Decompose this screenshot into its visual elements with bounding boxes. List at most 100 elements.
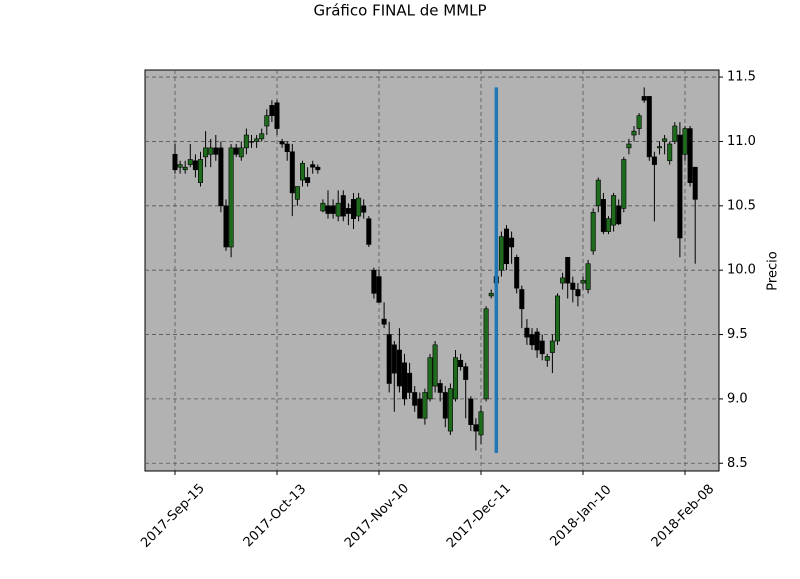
candle-body (350, 199, 356, 219)
candle-body (315, 166, 321, 171)
candle-body (488, 293, 494, 297)
candle-body (509, 237, 515, 248)
candle-body (310, 164, 316, 168)
candle-body (320, 202, 326, 212)
candle-body (458, 359, 464, 368)
candle-body (279, 141, 285, 145)
y-tick-label: 11.0 (727, 134, 756, 149)
candle-body (529, 334, 535, 346)
candle-body (544, 356, 550, 361)
y-axis-label: Precio (766, 251, 781, 290)
candle-body (325, 205, 331, 214)
candle-body (473, 424, 479, 432)
candle-body (427, 357, 433, 400)
candle-body (514, 257, 520, 289)
candle-body (585, 263, 591, 290)
candle-body (595, 179, 601, 207)
x-tick-label: 2017-Sep-15 (138, 481, 208, 551)
y-tick-label: 9.0 (727, 391, 748, 406)
candle-body (483, 308, 489, 400)
candle-body (330, 205, 336, 214)
candle-body (682, 128, 688, 155)
candle-body (386, 334, 392, 384)
candle-body (223, 205, 229, 248)
chart-title: Gráfico FINAL de MMLP (313, 2, 486, 20)
candle-body (284, 143, 290, 153)
candle-body (391, 344, 397, 374)
candle-body (600, 199, 606, 232)
candle-body (361, 205, 367, 213)
candle-body (672, 125, 678, 142)
candle-body (498, 236, 504, 271)
candle-body (249, 141, 255, 143)
y-tick-label: 11.5 (727, 70, 756, 85)
candle-body (264, 115, 270, 127)
candle-body (218, 147, 224, 207)
candle-body (203, 147, 209, 158)
candle-body (692, 166, 698, 200)
candle-body (651, 156, 657, 165)
candle-body (565, 257, 571, 284)
candle-body (656, 146, 662, 149)
candle-body (274, 102, 280, 129)
candle-body (575, 289, 581, 297)
candle-body (442, 392, 448, 419)
candle-body (468, 398, 474, 425)
candle-body (519, 289, 525, 310)
candle-body (503, 228, 509, 265)
candle-body (463, 366, 469, 380)
candle-body (641, 96, 647, 101)
candle-body (590, 211, 596, 252)
candle-body (213, 147, 219, 155)
candle-body (646, 96, 652, 158)
candle-body (294, 186, 300, 200)
candle-body (580, 280, 586, 284)
candle-body (626, 143, 632, 149)
candle-body (381, 318, 387, 325)
candle-body (269, 105, 275, 116)
candle-body (417, 398, 423, 419)
x-tick-label: 2018-Feb-08 (649, 482, 718, 551)
candle-body (687, 128, 693, 183)
candle-body (447, 388, 453, 432)
candle-body (340, 195, 346, 217)
candle-body (243, 134, 249, 149)
y-tick-label: 8.5 (727, 456, 748, 471)
candle-body (371, 269, 377, 294)
candle-body (452, 357, 458, 400)
candle-body (299, 163, 305, 181)
candle-body (289, 151, 295, 194)
candle-body (570, 282, 576, 290)
candle-body (407, 372, 413, 393)
candle-body (396, 349, 402, 387)
candle-body (636, 115, 642, 129)
candle-body (539, 340, 545, 355)
candle-body (605, 218, 611, 232)
candle-body (667, 143, 673, 162)
candle-body (401, 362, 407, 400)
candle-body (335, 202, 341, 217)
candle-body (198, 159, 204, 183)
candle-body (208, 147, 214, 155)
candle-body (560, 277, 566, 284)
candle-body (631, 130, 637, 136)
y-tick-label: 10.0 (727, 263, 756, 278)
candle-body (677, 134, 683, 239)
candle-body (182, 166, 188, 171)
candle-body (621, 159, 627, 209)
candle-body (611, 195, 617, 226)
candle-body (478, 411, 484, 436)
candle-body (412, 392, 418, 406)
candle-body (233, 147, 239, 155)
candle-body (432, 344, 438, 387)
candle-body (422, 392, 428, 419)
candle-body (172, 154, 178, 171)
candle-body (376, 276, 382, 303)
candle-body (534, 331, 540, 351)
candle-body (345, 208, 351, 214)
candle-body (228, 147, 234, 248)
candle-body (305, 177, 311, 183)
x-tick-label: 2017-Nov-10 (342, 481, 412, 551)
candle-body (662, 138, 668, 142)
